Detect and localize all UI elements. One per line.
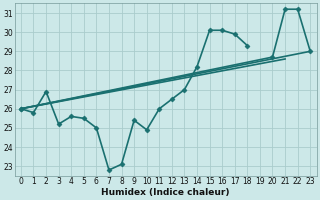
X-axis label: Humidex (Indice chaleur): Humidex (Indice chaleur): [101, 188, 230, 197]
